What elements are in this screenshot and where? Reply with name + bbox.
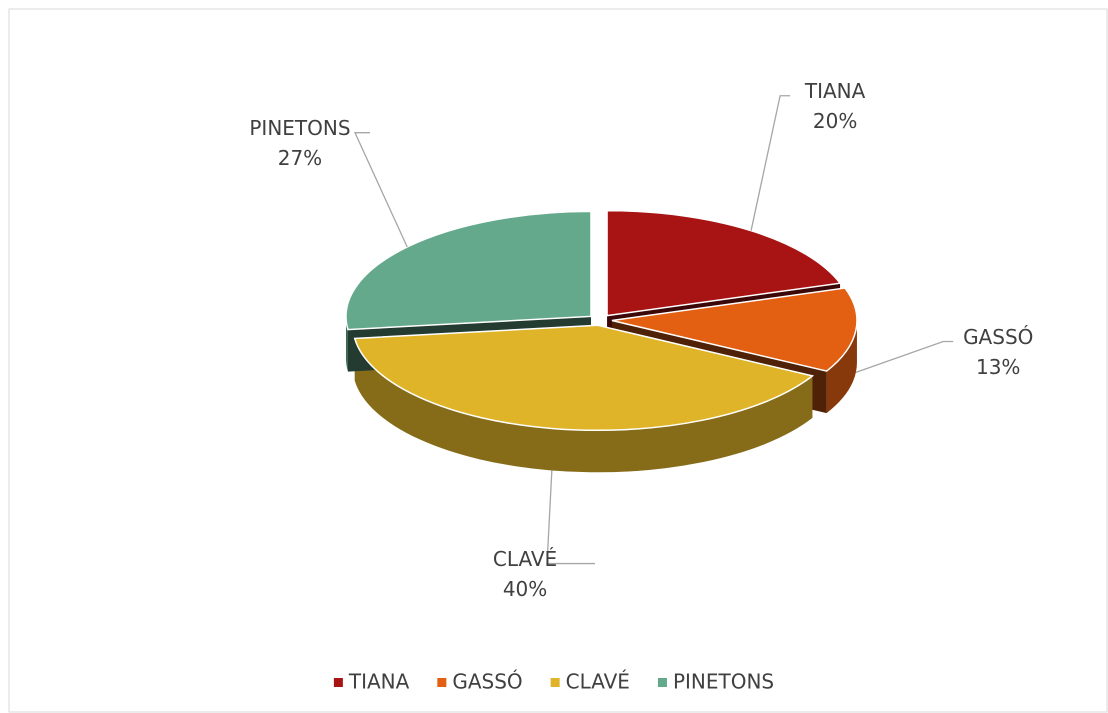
slice-side bbox=[826, 320, 857, 414]
slice bbox=[611, 287, 858, 372]
legend-swatch bbox=[550, 678, 560, 687]
data-label-name: CLAVÉ bbox=[493, 547, 557, 571]
legend-swatch bbox=[657, 678, 667, 687]
data-label-value: 20% bbox=[813, 109, 857, 133]
data-label-name: PINETONS bbox=[249, 116, 350, 140]
legend-swatch bbox=[437, 678, 447, 687]
slice-side bbox=[354, 338, 813, 473]
data-label-value: 13% bbox=[976, 355, 1020, 379]
leader-line bbox=[546, 470, 596, 565]
legend-label: TIANA bbox=[348, 670, 410, 694]
legend-label: PINETONS bbox=[673, 670, 774, 694]
data-label-value: 40% bbox=[503, 577, 547, 601]
data-label-name: TIANA bbox=[804, 79, 866, 103]
slice bbox=[353, 324, 815, 432]
leader-line bbox=[855, 340, 954, 374]
leader-line bbox=[750, 95, 791, 231]
slice bbox=[345, 210, 592, 331]
leader-line bbox=[353, 132, 408, 248]
data-label-value: 27% bbox=[278, 146, 322, 170]
data-label-name: GASSÓ bbox=[963, 325, 1033, 349]
legend-label: CLAVÉ bbox=[566, 670, 630, 694]
legend-swatch bbox=[333, 678, 343, 687]
legend-label: GASSÓ bbox=[452, 670, 522, 694]
